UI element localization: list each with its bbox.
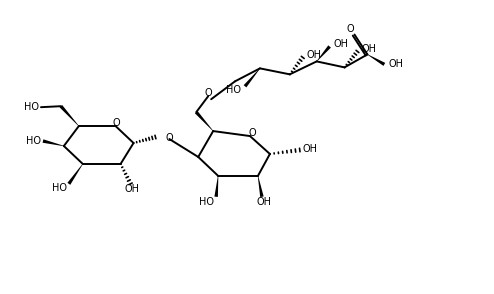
- Text: HO: HO: [199, 197, 214, 207]
- Text: OH: OH: [124, 184, 139, 194]
- Text: OH: OH: [362, 44, 376, 54]
- Polygon shape: [244, 68, 260, 87]
- Polygon shape: [317, 45, 331, 61]
- Text: OH: OH: [303, 144, 318, 154]
- Text: HO: HO: [52, 183, 67, 193]
- Polygon shape: [258, 176, 264, 197]
- Text: O: O: [347, 24, 354, 34]
- Polygon shape: [195, 111, 213, 131]
- Text: O: O: [248, 128, 256, 138]
- Text: OH: OH: [256, 197, 271, 207]
- Text: HO: HO: [24, 102, 39, 112]
- Polygon shape: [60, 105, 79, 126]
- Text: HO: HO: [26, 136, 41, 146]
- Polygon shape: [67, 164, 83, 185]
- Text: OH: OH: [307, 51, 322, 61]
- Text: O: O: [165, 133, 173, 143]
- Polygon shape: [368, 54, 385, 66]
- Text: OH: OH: [333, 39, 349, 49]
- Text: O: O: [113, 118, 121, 128]
- Polygon shape: [214, 176, 218, 197]
- Text: O: O: [205, 88, 212, 98]
- Text: OH: OH: [388, 59, 403, 69]
- Text: HO: HO: [226, 85, 241, 95]
- Polygon shape: [42, 139, 64, 146]
